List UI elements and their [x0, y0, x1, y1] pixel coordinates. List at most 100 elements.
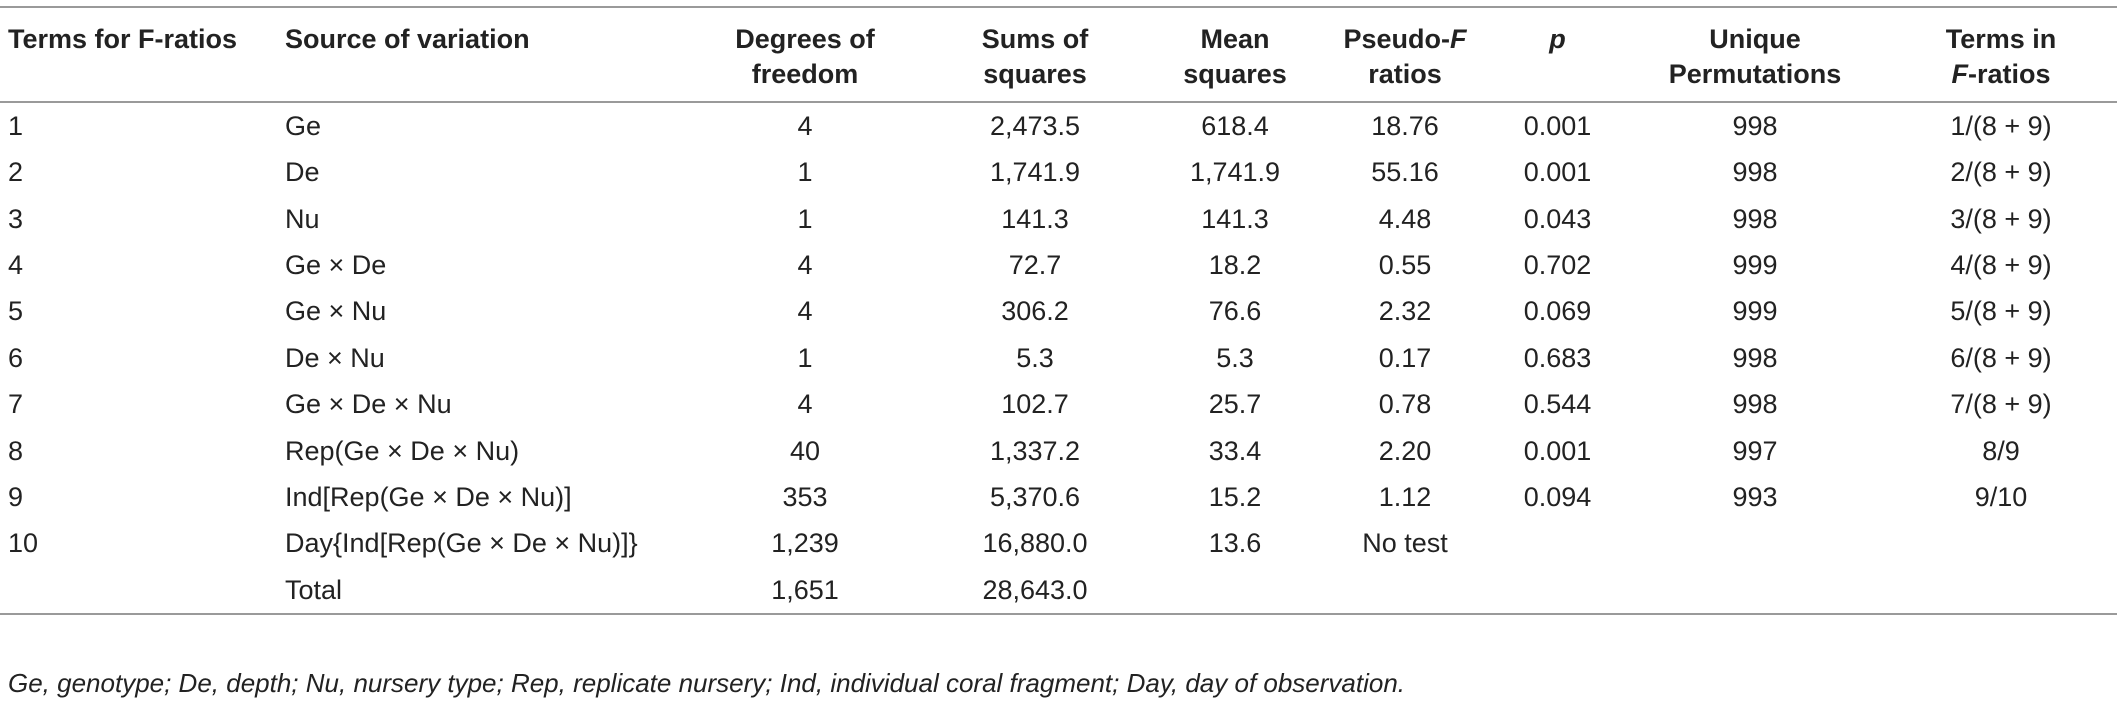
cell-permutations: 993: [1732, 481, 1778, 512]
cell-ss: 306.2: [1001, 296, 1069, 327]
cell-p: 0.001: [1523, 157, 1592, 188]
cell-permutations: 999: [1732, 296, 1778, 327]
cell-p: 0.094: [1523, 481, 1592, 512]
cell-source: Ind[Rep(Ge × De × Nu)]: [285, 481, 572, 512]
cell-ms: 33.4: [1208, 435, 1262, 466]
cell-source: Rep(Ge × De × Nu): [285, 435, 520, 466]
cell-df: 1: [797, 342, 813, 373]
cell-permutations: 997: [1732, 435, 1778, 466]
cell-terms-in-f: 4/(8 + 9): [1950, 249, 2052, 280]
cell-terms-in-f: 3/(8 + 9): [1950, 203, 2052, 234]
cell-p: [1490, 520, 1625, 566]
cell-source: Total: [285, 566, 690, 615]
cell-ss: 1,337.2: [989, 435, 1081, 466]
cell-term: 9: [8, 481, 24, 512]
cell-ss: 1,741.9: [989, 157, 1081, 188]
cell-term: 10: [8, 528, 39, 559]
cell-source: Ge × Nu: [285, 296, 387, 327]
anova-table: Terms for F-ratios Source of variation D…: [0, 6, 2117, 615]
table-row: 7 Ge × De × Nu 4 102.7 25.7 0.78 0.544 998 7/(8 …: [0, 381, 2117, 427]
cell-p: [1490, 566, 1625, 615]
cell-pseudo-f: No test: [1362, 528, 1448, 559]
cell-p: 0.069: [1523, 296, 1592, 327]
cell-df: 1: [797, 203, 813, 234]
cell-permutations: 998: [1732, 342, 1778, 373]
cell-term: 3: [8, 203, 24, 234]
cell-p: 0.683: [1523, 342, 1592, 373]
cell-df: 4: [797, 111, 813, 141]
table-row: 8 Rep(Ge × De × Nu) 40 1,337.2 33.4 2.20 0.001…: [0, 427, 2117, 473]
cell-p: 0.001: [1523, 435, 1592, 466]
table-row: 6 De × Nu 1 5.3 5.3 0.17 0.683 998 6/(8 + 9): [0, 335, 2117, 381]
cell-ss: 28,643.0: [920, 566, 1150, 615]
cell-ss: 141.3: [1001, 203, 1069, 234]
cell-pseudo-f: 0.55: [1378, 249, 1432, 280]
cell-ms: 13.6: [1208, 528, 1262, 559]
cell-ms: 5.3: [1216, 342, 1254, 373]
table-row: 10 Day{Ind[Rep(Ge × De × Nu)]} 1,239 16,880…: [0, 520, 2117, 566]
cell-ms: 1,741.9: [1189, 157, 1281, 188]
cell-terms-in-f: 2/(8 + 9): [1950, 157, 2052, 188]
cell-df: 4: [797, 249, 813, 280]
cell-pseudo-f: [1320, 566, 1490, 615]
cell-terms-in-f: [1885, 520, 2117, 566]
cell-permutations: 998: [1732, 203, 1778, 234]
cell-df: 353: [782, 481, 828, 512]
cell-permutations: [1625, 520, 1885, 566]
table-row: 9 Ind[Rep(Ge × De × Nu)] 353 5,370.6 15.2 1.1…: [0, 474, 2117, 520]
cell-source: Day{Ind[Rep(Ge × De × Nu)]}: [285, 528, 638, 559]
cell-terms-in-f: [1885, 566, 2117, 615]
cell-df: 1: [797, 157, 813, 188]
cell-pseudo-f: 1.12: [1378, 481, 1432, 512]
table-row: Total 1,651 28,643.0: [0, 566, 2117, 615]
header-terms-in-f-ratios: Terms in F-ratios: [1885, 6, 2117, 103]
cell-df: 4: [797, 296, 813, 327]
cell-source: De × Nu: [285, 342, 385, 373]
cell-df: 1,651: [690, 566, 920, 615]
cell-terms-in-f: 6/(8 + 9): [1950, 342, 2052, 373]
header-degrees-of-freedom: Degrees of freedom: [690, 6, 920, 103]
cell-ss: 72.7: [1008, 249, 1062, 280]
cell-ms: 618.4: [1201, 111, 1269, 141]
table-row: 3 Nu 1 141.3 141.3 4.48 0.043 998 3/(8 + 9): [0, 195, 2117, 241]
table-row: 2 De 1 1,741.9 1,741.9 55.16 0.001 998 2/(8 + 9): [0, 149, 2117, 195]
cell-ms: [1150, 566, 1320, 615]
cell-ms: 76.6: [1208, 296, 1262, 327]
cell-ms: 141.3: [1201, 203, 1269, 234]
cell-ss: 2,473.5: [989, 111, 1081, 141]
table-footnote: Ge, genotype; De, depth; Nu, nursery typ…: [8, 668, 1406, 698]
cell-term: 8: [8, 435, 24, 466]
cell-permutations: 998: [1732, 157, 1778, 188]
cell-p: 0.544: [1523, 389, 1592, 420]
cell-df: 40: [789, 435, 821, 466]
cell-permutations: [1625, 566, 1885, 615]
cell-terms-in-f: 7/(8 + 9): [1950, 389, 2052, 420]
cell-term: 5: [8, 296, 24, 327]
cell-df: 1,239: [771, 528, 839, 559]
cell-permutations: 998: [1732, 111, 1778, 141]
cell-term: 1: [8, 111, 24, 141]
cell-pseudo-f: 55.16: [1371, 157, 1439, 188]
cell-ms: 18.2: [1208, 249, 1262, 280]
cell-p: 0.001: [1523, 111, 1592, 141]
cell-term: 4: [8, 249, 24, 280]
cell-permutations: 999: [1732, 249, 1778, 280]
cell-df: 4: [797, 389, 813, 420]
header-pseudo-f: Pseudo-F ratios: [1320, 6, 1490, 103]
cell-pseudo-f: 18.76: [1371, 111, 1439, 141]
cell-terms-in-f: 9/10: [1974, 481, 2028, 512]
cell-pseudo-f: 2.20: [1378, 435, 1432, 466]
cell-terms-in-f: 5/(8 + 9): [1950, 296, 2052, 327]
cell-source: Ge: [285, 111, 322, 141]
table-row: 4 Ge × De 4 72.7 18.2 0.55 0.702 999 4/(8 + 9): [0, 242, 2117, 288]
cell-source: Ge × De: [285, 249, 387, 280]
header-terms: Terms for F-ratios: [0, 6, 285, 103]
header-p: p: [1490, 6, 1625, 103]
cell-ms: 15.2: [1208, 481, 1262, 512]
cell-pseudo-f: 0.78: [1378, 389, 1432, 420]
cell-ss: 16,880.0: [982, 528, 1088, 559]
table-row: 5 Ge × Nu 4 306.2 76.6 2.32 0.069 999 5/(8 + 9): [0, 288, 2117, 334]
cell-term: 7: [8, 389, 24, 420]
cell-terms-in-f: 8/9: [1982, 435, 2020, 466]
